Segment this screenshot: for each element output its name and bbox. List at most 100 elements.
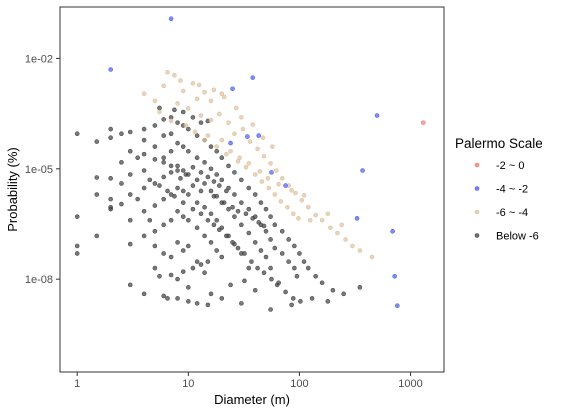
point-below-6 [198,188,204,194]
point-below-6 [180,269,186,274]
point-below-6 [186,217,191,223]
point-below-6 [127,129,133,135]
point-below-6 [194,259,200,264]
point-6-4 [183,123,189,128]
point-4-2 [256,133,262,138]
point-below-6 [269,276,274,282]
point-6-4 [357,248,363,253]
point-below-6 [309,296,315,301]
point-below-6 [119,131,124,136]
point-below-6 [152,181,158,186]
point-below-6 [168,131,174,136]
point-below-6 [305,265,311,271]
point-6-4 [299,197,305,203]
point-below-6 [175,276,180,282]
point-below-6 [205,174,211,180]
point-below-6 [283,289,288,295]
point-below-6 [214,172,219,177]
point-below-6 [74,214,80,219]
point-below-6 [152,144,158,149]
point-6-4 [325,211,331,217]
legend-key [474,233,480,238]
point-6-4 [221,94,227,100]
point-below-6 [272,245,278,251]
point-below-6 [263,254,269,260]
point-below-6 [194,200,200,205]
point-below-6 [357,285,363,290]
legend-label: -2 ~ 0 [496,160,524,172]
point-6-4 [307,217,313,223]
point-4-2 [354,216,360,221]
point-6-4 [165,69,170,75]
point-below-6 [175,168,180,173]
point-6-4 [350,243,355,249]
point-below-6 [268,307,273,312]
point-below-6 [214,248,219,253]
point-below-6 [330,287,336,293]
point-6-4 [219,91,225,96]
point-6-4 [211,87,217,93]
point-below-6 [175,120,180,125]
point-below-6 [219,296,225,301]
point-below-6 [194,133,200,138]
point-below-6 [286,259,291,264]
point-below-6 [161,293,166,299]
point-below-6 [219,254,225,260]
point-below-6 [74,243,80,249]
legend-title: Palermo Scale [455,136,543,151]
point-4-2 [392,273,398,279]
point-below-6 [194,155,200,161]
point-6-4 [192,129,198,135]
point-below-6 [157,105,162,111]
point-below-6 [214,148,219,154]
point-below-6 [246,206,252,212]
point-below-6 [268,237,273,242]
point-below-6 [94,233,100,239]
point-6-4 [232,131,237,136]
legend-item: -2 ~ 0 [474,160,524,172]
point-6-4 [168,118,174,124]
point-6-4 [208,117,214,123]
point-6-4 [255,146,260,152]
point-6-4 [235,159,241,164]
point-below-6 [168,254,174,260]
point-below-6 [301,259,307,264]
point-6-4 [175,101,180,106]
point-below-6 [186,299,191,304]
point-6-4 [196,82,202,88]
point-below-6 [217,227,222,233]
point-6-4 [319,217,325,223]
point-6-4 [260,135,266,141]
point-below-6 [211,179,217,184]
legend-key [474,209,480,215]
point-below-6 [258,200,264,205]
point-4-2 [230,86,235,92]
point-below-6 [298,299,303,304]
point-6-4 [247,139,253,144]
point-4-2 [250,75,256,80]
point-6-4 [214,144,219,149]
point-below-6 [175,163,180,169]
point-6-4 [265,176,271,181]
point-below-6 [249,259,254,264]
point-below-6 [194,225,200,231]
point-below-6 [208,211,214,217]
point-below-6 [119,201,124,207]
point-below-6 [202,270,207,276]
point-below-6 [297,251,302,256]
point-below-6 [135,196,140,202]
point-below-6 [211,193,217,199]
point-6-4 [202,137,207,143]
point-below-6 [175,209,180,214]
point-6-4 [343,237,348,242]
point-6-4 [224,151,229,157]
point-below-6 [279,251,285,256]
point-below-6 [208,291,214,297]
point-below-6 [268,265,273,271]
point-below-6 [255,265,260,271]
point-below-6 [190,115,196,120]
point-below-6 [319,280,325,286]
point-6-4 [141,91,147,96]
point-4-2 [168,16,174,22]
point-6-4 [290,211,296,217]
